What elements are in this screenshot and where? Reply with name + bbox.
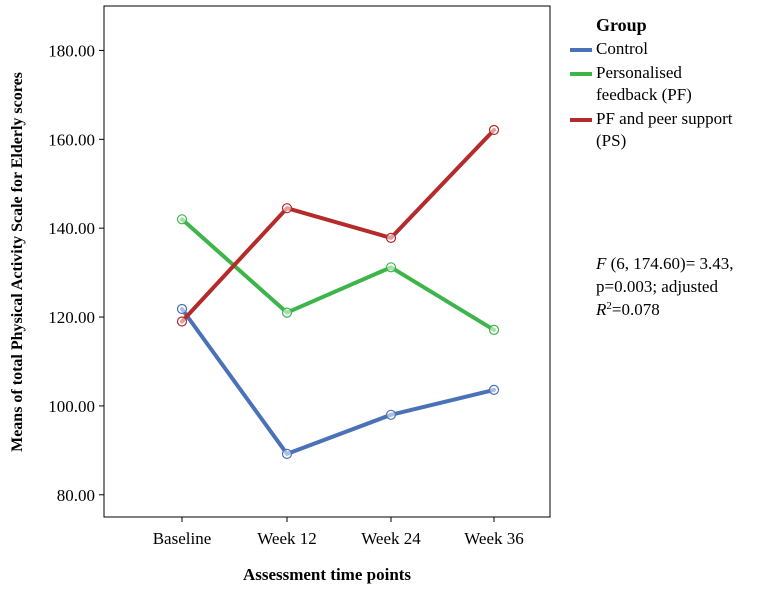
statistics-annotation: F (6, 174.60)= 3.43, p=0.003; adjusted R… <box>596 252 782 321</box>
data-point <box>176 316 188 327</box>
x-tick-label: Baseline <box>153 529 212 548</box>
stats-f-symbol: F <box>596 254 607 273</box>
legend-item-pf: Personalised feedback (PF) <box>568 62 780 106</box>
series-points <box>176 124 500 459</box>
y-tick-label: 160.00 <box>48 130 95 149</box>
legend-swatch-ps <box>570 118 592 122</box>
stats-line-1: F (6, 174.60)= 3.43, <box>596 252 782 275</box>
stats-f-rest: (6, 174.60)= 3.43, <box>606 254 734 273</box>
y-tick-label: 180.00 <box>48 41 95 60</box>
y-tick-label: 100.00 <box>48 397 95 416</box>
legend-label-control: Control <box>596 39 648 58</box>
plot-frame <box>103 5 551 518</box>
y-tick-label: 80.00 <box>57 486 95 505</box>
series-line-2 <box>180 128 496 324</box>
series-line-1 <box>180 217 496 332</box>
y-tick-label: 140.00 <box>48 219 95 238</box>
data-point <box>385 409 397 420</box>
y-tick-label: 120.00 <box>48 308 95 327</box>
data-point <box>385 262 397 273</box>
legend-swatch-pf <box>570 72 592 76</box>
stats-r-value: =0.078 <box>611 300 660 319</box>
legend-item-ps: PF and peer support (PS) <box>568 108 780 152</box>
data-point <box>385 232 397 243</box>
legend-label-pf-line2: feedback (PF) <box>596 85 692 104</box>
stats-line-2: p=0.003; adjusted <box>596 277 718 296</box>
legend-item-control: Control <box>568 38 780 60</box>
data-point <box>488 324 500 335</box>
stats-r-symbol: R <box>596 300 607 319</box>
data-point <box>176 214 188 225</box>
data-point <box>281 203 293 214</box>
y-axis-label: Means of total Physical Activity Scale f… <box>9 72 26 452</box>
data-point <box>281 448 293 459</box>
series-lines <box>180 128 496 456</box>
x-axis: Baseline Week 12 Week 24 Week 36 <box>153 517 524 548</box>
data-point <box>488 124 500 136</box>
series-line-0 <box>180 307 496 456</box>
data-point <box>488 384 500 395</box>
x-axis-label: Assessment time points <box>243 565 411 584</box>
legend-label-ps-line1: PF and peer support <box>596 109 733 128</box>
legend-title: Group <box>596 15 647 35</box>
legend: Group Control Personalised feedback (PF)… <box>568 14 780 152</box>
legend-swatch-control <box>570 48 592 52</box>
legend-label-pf-line1: Personalised <box>596 63 682 82</box>
y-axis: 80.00 100.00 120.00 140.00 160.00 180.00 <box>48 41 104 505</box>
legend-label-ps-line2: (PS) <box>596 131 627 150</box>
stats-r-exponent: 2 <box>606 300 612 312</box>
x-tick-label: Week 36 <box>464 529 524 548</box>
stats-line-3: R2=0.078 <box>596 298 782 321</box>
data-point <box>176 303 188 315</box>
data-point <box>281 307 293 318</box>
x-tick-label: Week 12 <box>257 529 317 548</box>
x-tick-label: Week 24 <box>361 529 421 548</box>
